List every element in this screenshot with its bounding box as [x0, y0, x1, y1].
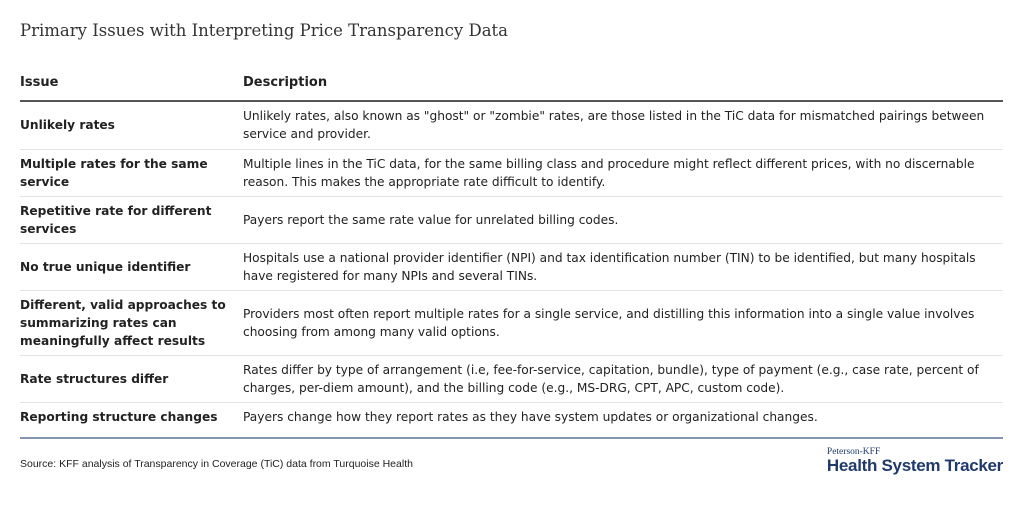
source-note: Source: KFF analysis of Transparency in … — [20, 458, 413, 470]
table-row: Unlikely rates Unlikely rates, also known… — [20, 101, 1003, 150]
table-row: Repetitive rate for different services Pa… — [20, 196, 1003, 244]
table-row: No true unique identifier Hospitals use a… — [20, 243, 1003, 291]
issue-cell: Repetitive rate for different services — [20, 196, 243, 244]
description-cell: Rates differ by type of arrangement (i.e… — [243, 355, 1003, 403]
page-title: Primary Issues with Interpreting Price T… — [20, 21, 509, 40]
issue-cell: Different, valid approaches to summarizi… — [20, 290, 243, 356]
table-row: Reporting structure changes Payers change… — [20, 402, 1003, 432]
header-description: Description — [243, 70, 1003, 102]
description-cell: Providers most often report multiple rat… — [243, 290, 1003, 356]
description-cell: Hospitals use a national provider identi… — [243, 243, 1003, 291]
header-issue: Issue — [20, 70, 243, 102]
description-cell: Payers report the same rate value for un… — [243, 196, 1003, 244]
table-row: Multiple rates for the same service Multi… — [20, 149, 1003, 197]
logo: Peterson-KFF Health System Tracker — [827, 447, 1003, 475]
description-cell: Multiple lines in the TiC data, for the … — [243, 149, 1003, 197]
description-cell: Unlikely rates, also known as "ghost" or… — [243, 101, 1003, 150]
table-row: Different, valid approaches to summarizi… — [20, 290, 1003, 356]
issue-cell: Multiple rates for the same service — [20, 149, 243, 197]
table-row: Rate structures differ Rates differ by ty… — [20, 355, 1003, 403]
issues-table: Issue Description Unlikely rates Unlikely… — [20, 70, 1003, 432]
description-cell: Payers change how they report rates as t… — [243, 410, 818, 425]
issue-cell: Rate structures differ — [20, 355, 243, 403]
footer-divider — [20, 437, 1003, 439]
logo-main-text: Health System Tracker — [826, 456, 1003, 475]
issue-cell: Reporting structure changes — [20, 410, 218, 425]
issue-cell: Unlikely rates — [20, 101, 243, 150]
issue-cell: No true unique identifier — [20, 243, 243, 291]
logo-top-text: Peterson-KFF — [826, 447, 881, 457]
table-header-row: Issue Description — [20, 70, 1003, 102]
